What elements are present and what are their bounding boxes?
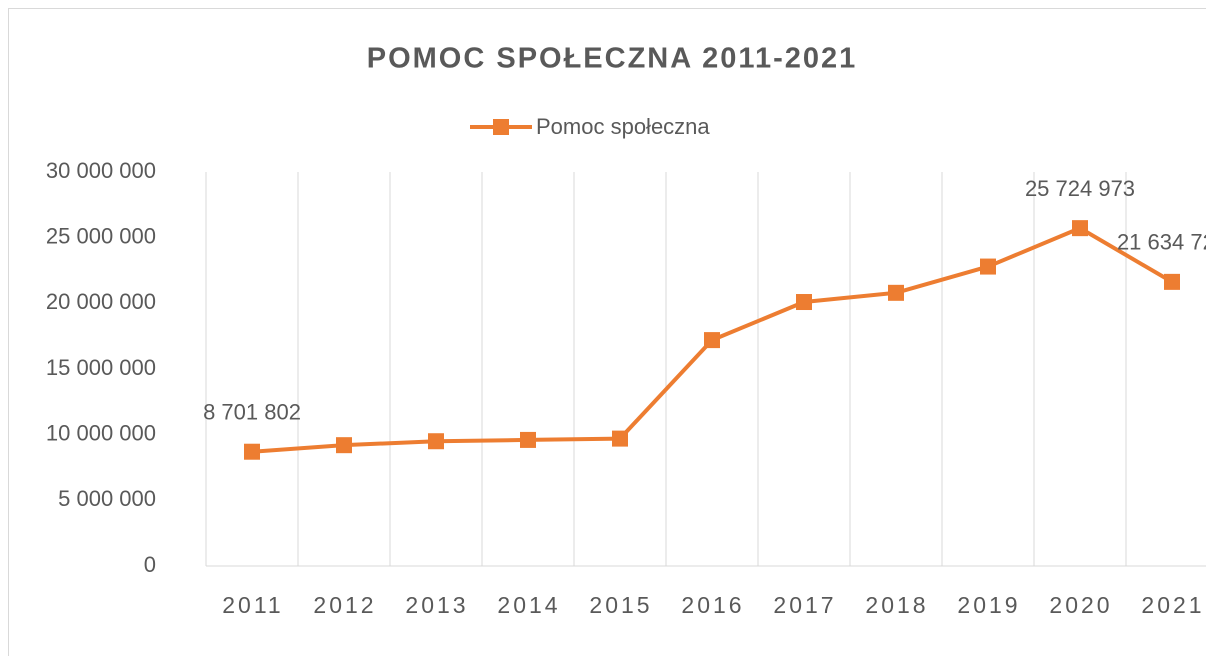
data-point [704,332,720,349]
chart-border [8,8,1206,656]
x-tick-label: 2016 [681,592,744,618]
y-tick-label: 20 000 000 [46,289,156,314]
x-tick-label: 2013 [405,592,468,618]
data-point [888,284,904,301]
data-point [980,258,996,275]
x-tick-label: 2015 [589,592,652,618]
legend-label: Pomoc społeczna [536,114,710,139]
data-point [336,437,352,454]
y-tick-label: 15 000 000 [46,355,156,380]
y-tick-label: 10 000 000 [46,420,156,445]
y-tick-label: 25 000 000 [46,223,156,248]
x-tick-label: 2011 [222,592,283,618]
data-point [428,433,444,450]
y-tick-label: 5 000 000 [58,486,156,511]
data-point [796,294,812,311]
x-tick-label: 2014 [497,592,560,618]
x-tick-label: 2017 [773,592,836,618]
y-tick-label: 0 [144,552,156,577]
x-tick-label: 2019 [957,592,1020,618]
data-label: 8 701 802 [203,400,301,425]
data-point [612,430,628,447]
data-label: 21 634 725 [1117,230,1206,255]
data-point [520,431,536,448]
x-tick-label: 2021 [1141,592,1204,618]
data-point [244,443,260,460]
data-point [1164,273,1180,290]
x-tick-label: 2020 [1049,592,1112,618]
data-point [1072,220,1088,237]
y-tick-label: 30 000 000 [46,158,156,183]
data-label: 25 724 973 [1025,176,1135,201]
x-tick-label: 2012 [313,592,376,618]
chart-title: POMOC SPOŁECZNA 2011-2021 [367,43,858,75]
x-tick-label: 2018 [865,592,928,618]
legend-marker [493,119,509,135]
